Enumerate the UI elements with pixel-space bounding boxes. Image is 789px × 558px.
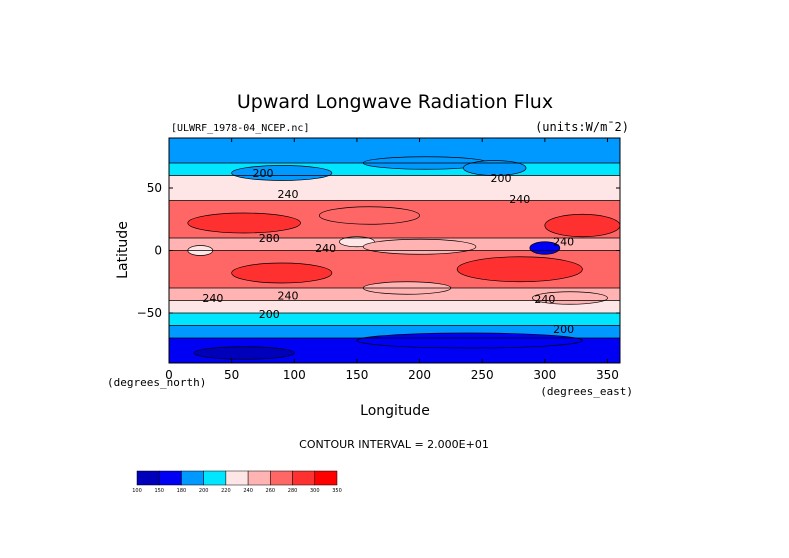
colorbar-label: 240 — [243, 488, 253, 494]
y-axis-ticks: 50 0 −50 — [137, 181, 620, 320]
contour-label: 240 — [553, 236, 574, 249]
contour-label: 240 — [534, 293, 555, 306]
field-band — [169, 188, 620, 201]
x-tick-label: 250 — [471, 368, 494, 382]
colorbar-label: 280 — [288, 488, 298, 494]
units-label: (units:W/m¯2) — [535, 120, 629, 134]
x-tick-label: 150 — [345, 368, 368, 382]
y-tick-label: −50 — [137, 306, 162, 320]
colorbar-swatch — [292, 470, 316, 486]
contour-label: 200 — [490, 172, 511, 185]
contour-label: 200 — [259, 308, 280, 321]
x-tick-label: 350 — [596, 368, 619, 382]
contour-label: 240 — [278, 289, 299, 302]
x-tick-label: 200 — [408, 368, 431, 382]
x-tick-label: 0 — [165, 368, 173, 382]
colorbar-label: 150 — [154, 488, 164, 494]
field-band — [169, 150, 620, 163]
field-blob — [529, 241, 561, 255]
x-axis-label: Longitude — [360, 403, 430, 419]
contour-label: 280 — [259, 232, 280, 245]
field-band — [169, 200, 620, 213]
source-label: [ULWRF_1978-04_NCEP.nc] — [171, 123, 309, 134]
colorbar-swatch — [136, 470, 160, 486]
x-tick-label: 50 — [224, 368, 239, 382]
colorbar-label: 180 — [177, 488, 187, 494]
field-band — [169, 300, 620, 313]
colorbar-label: 300 — [310, 488, 320, 494]
field-blob — [531, 291, 608, 305]
field-band — [169, 138, 620, 151]
field-blob — [456, 256, 583, 283]
field-band — [169, 175, 620, 188]
colorbar-label: 100 — [132, 488, 142, 494]
y-unit-label: (degrees_north) — [107, 376, 206, 389]
contour-interval-label: CONTOUR INTERVAL = 2.000E+01 — [299, 438, 489, 451]
colorbar-swatch — [270, 470, 293, 486]
colorbar: 100 150 180 200 220 240 260 280 300 350 — [132, 470, 342, 494]
y-tick-label: 50 — [147, 181, 162, 195]
colorbar-label: 260 — [266, 488, 276, 494]
field-blob — [318, 206, 420, 225]
contour-blobs — [169, 156, 620, 360]
contour-label: 240 — [509, 193, 530, 206]
field-blob — [231, 262, 333, 284]
field-blob — [231, 165, 333, 181]
field-blob — [193, 346, 295, 360]
colorbar-swatch — [181, 470, 204, 486]
contour-label: 240 — [202, 292, 223, 305]
y-tick-label: 0 — [154, 244, 162, 258]
contour-labels: 200 200 240 240 280 240 240 240 240 240 200 200 — [202, 167, 574, 336]
contour-label: 200 — [252, 167, 273, 180]
x-tick-label: 100 — [283, 368, 306, 382]
colorbar-label: 350 — [332, 488, 342, 494]
contour-label: 240 — [315, 242, 336, 255]
colorbar-swatch — [225, 470, 249, 486]
plot-area: 200 200 240 240 280 240 240 240 240 240 200 200 — [169, 138, 620, 363]
contour-label: 200 — [553, 323, 574, 336]
field-band — [169, 313, 620, 326]
colorbar-swatch — [158, 470, 182, 486]
field-blob — [356, 332, 583, 349]
y-axis-label: Latitude — [115, 221, 131, 279]
x-axis-ticks: 0 50 100 150 200 250 300 350 — [165, 138, 619, 382]
colorbar-swatch — [314, 470, 338, 486]
x-tick-label: 300 — [533, 368, 556, 382]
colorbar-label: 200 — [199, 488, 209, 494]
field-blob — [544, 213, 620, 238]
chart-title: Upward Longwave Radiation Flux — [237, 91, 553, 113]
contour-label: 240 — [278, 188, 299, 201]
colorbar-swatch — [247, 470, 271, 486]
field-blob — [187, 212, 301, 234]
field-blob — [362, 238, 477, 255]
colorbar-label: 220 — [221, 488, 231, 494]
colorbar-swatch — [203, 470, 227, 486]
x-unit-label: (degrees_east) — [540, 385, 633, 398]
